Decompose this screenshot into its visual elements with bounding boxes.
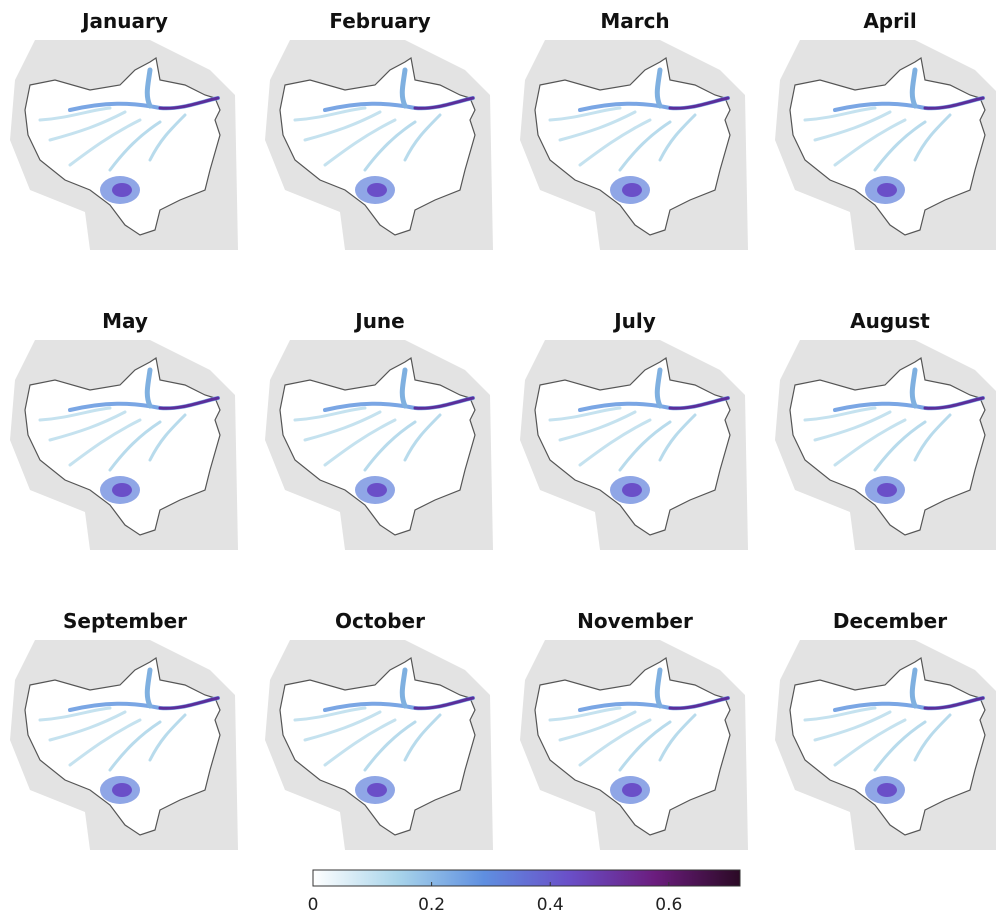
panel-title: March [600,9,669,33]
colorbar: 0 0.2 0.4 0.6 [308,869,741,915]
map-panel: August [775,309,996,550]
panel-title: May [102,309,148,333]
map-panel: January [10,9,238,250]
panel-title: July [612,309,656,333]
panel-title: June [353,309,404,333]
colorbar-tick-label: 0 [308,895,319,915]
panel-title: January [80,9,168,33]
panels: January February March April May June July Augu… [10,9,996,850]
panel-title: April [863,9,916,33]
panel-title: August [850,309,930,333]
map-panel: September [10,609,238,850]
panel-title: February [329,9,430,33]
colorbar-tick-label: 0.2 [418,895,445,915]
panel-title: November [577,609,693,633]
basin-map [10,640,238,850]
basin-map [10,40,238,250]
basin-map [775,340,996,550]
map-panel: November [520,609,748,850]
panel-title: September [63,609,187,633]
colorbar-tick-label: 0.6 [655,895,682,915]
panel-title: October [335,609,425,633]
map-panel: March [520,9,748,250]
basin-map [775,40,996,250]
basin-map [10,340,238,550]
basin-map [265,340,493,550]
map-panel: June [265,309,493,550]
basin-map [520,340,748,550]
panel-title: December [833,609,947,633]
colorbar-ramp [312,869,741,887]
basin-map [775,640,996,850]
map-panel: December [775,609,996,850]
map-panel: October [265,609,493,850]
basin-map [265,40,493,250]
map-panel: February [265,9,493,250]
map-panel: April [775,9,996,250]
map-panel: May [10,309,238,550]
basin-map [520,640,748,850]
map-panel: July [520,309,748,550]
basin-map [520,40,748,250]
colorbar-tick-label: 0.4 [537,895,564,915]
basin-map [265,640,493,850]
